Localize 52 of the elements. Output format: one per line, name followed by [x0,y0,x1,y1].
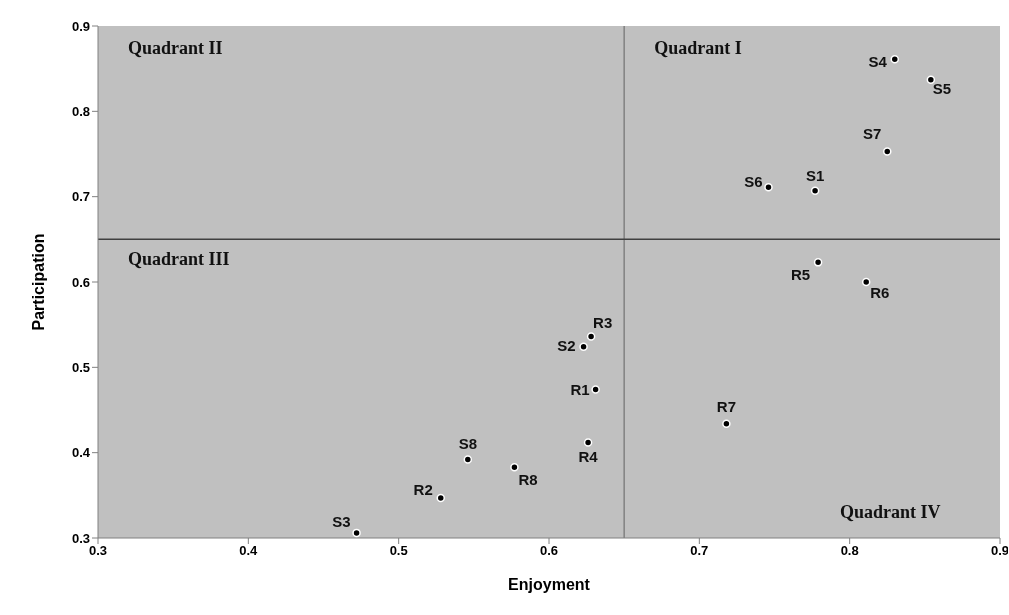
data-label: R7 [716,397,736,415]
data-label: S7 [862,125,882,143]
data-label: S3 [332,512,351,530]
x-tick-label: 0.4 [239,543,259,559]
x-tick-label: 0.6 [539,543,559,559]
point [926,75,936,85]
annotation: Quadrant III [128,249,230,271]
point [352,528,361,538]
x-tick-label: 0.3 [88,543,108,559]
y-tick-label: 0.9 [71,18,90,34]
point [861,277,871,287]
point [722,419,731,428]
data-label: S5 [932,79,952,97]
data-label: R5 [790,266,811,284]
x-tick-label: 0.7 [690,543,709,559]
data-label: R1 [570,380,590,398]
y-tick-label: 0.3 [71,530,90,546]
point [510,462,519,472]
data-label: S4 [868,53,888,71]
x-tick-label: 0.9 [990,543,1009,559]
annotation: Quadrant IV [840,502,941,523]
data-label: R8 [518,471,538,489]
annotation: Quadrant II [128,38,223,59]
y-tick-label: 0.8 [71,103,90,119]
y-tick-label: 0.7 [71,189,90,205]
data-label: S1 [805,166,825,184]
x-tick-label: 0.5 [389,543,408,559]
point [583,438,593,447]
point [764,183,773,192]
data-label: S6 [744,173,763,191]
y-axis-title: Participation [29,233,47,331]
data-label: S8 [458,435,477,453]
point [586,332,596,341]
y-tick-label: 0.4 [71,445,91,461]
point [890,55,900,64]
x-axis-title: Enjoyment [508,576,591,593]
y-tick-label: 0.5 [71,359,90,375]
data-label: R3 [593,313,613,331]
data-label: S2 [557,336,576,354]
point [579,342,588,352]
point [591,385,600,394]
point [436,493,446,503]
data-label: R4 [578,448,599,466]
point [813,258,823,267]
point [883,147,892,156]
annotation: Quadrant I [654,38,742,59]
point [810,186,820,195]
data-label: R6 [870,284,890,301]
data-label: R2 [413,480,433,498]
x-tick-label: 0.8 [840,543,859,559]
point [463,455,473,464]
y-tick-label: 0.6 [71,274,90,290]
